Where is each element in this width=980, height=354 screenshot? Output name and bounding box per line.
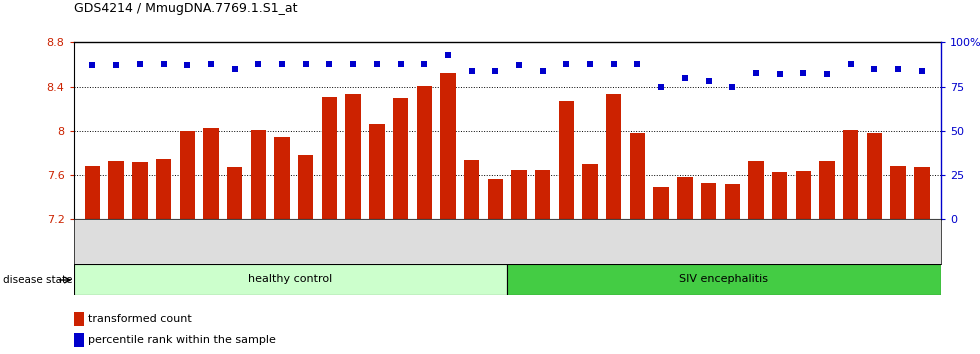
Bar: [179, 131, 195, 219]
Point: [843, 61, 858, 67]
Point: [629, 61, 645, 67]
Bar: [74, 333, 84, 347]
Text: healthy control: healthy control: [248, 274, 332, 284]
Bar: [416, 86, 432, 219]
Bar: [393, 98, 409, 219]
Point: [796, 70, 811, 75]
Point: [109, 63, 124, 68]
Bar: [227, 167, 242, 219]
Bar: [843, 130, 858, 219]
Bar: [724, 184, 740, 219]
Point: [321, 61, 337, 67]
Point: [606, 61, 621, 67]
Bar: [274, 137, 290, 219]
Point: [464, 68, 479, 74]
Bar: [630, 133, 645, 219]
Bar: [772, 172, 787, 219]
Bar: [701, 183, 716, 219]
Point: [701, 79, 716, 84]
Bar: [512, 170, 526, 219]
Bar: [251, 130, 266, 219]
Point: [226, 66, 242, 72]
Point: [369, 61, 385, 67]
Point: [866, 66, 882, 72]
Bar: [749, 161, 763, 219]
Bar: [132, 162, 148, 219]
Point: [535, 68, 551, 74]
Bar: [535, 170, 551, 219]
Point: [724, 84, 740, 90]
Point: [654, 84, 669, 90]
Point: [251, 61, 267, 67]
Point: [890, 66, 906, 72]
Bar: [109, 161, 123, 219]
Point: [772, 72, 788, 77]
Bar: [345, 95, 361, 219]
Text: disease state: disease state: [3, 275, 73, 285]
Point: [440, 52, 456, 58]
Bar: [508, 264, 941, 295]
Point: [274, 61, 290, 67]
Point: [819, 72, 835, 77]
Point: [416, 61, 432, 67]
Point: [132, 61, 148, 67]
Bar: [654, 187, 669, 219]
Point: [298, 61, 314, 67]
Point: [203, 61, 219, 67]
Text: percentile rank within the sample: percentile rank within the sample: [88, 335, 276, 345]
Point: [84, 63, 100, 68]
Bar: [74, 264, 508, 295]
Bar: [488, 178, 503, 219]
Point: [156, 61, 171, 67]
Bar: [606, 95, 621, 219]
Point: [393, 61, 409, 67]
Bar: [440, 74, 456, 219]
Text: GDS4214 / MmugDNA.7769.1.S1_at: GDS4214 / MmugDNA.7769.1.S1_at: [74, 2, 297, 15]
Text: SIV encephalitis: SIV encephalitis: [679, 274, 768, 284]
Bar: [796, 171, 811, 219]
Bar: [914, 167, 930, 219]
Bar: [819, 161, 835, 219]
Bar: [891, 166, 906, 219]
Point: [914, 68, 930, 74]
Point: [345, 61, 361, 67]
Bar: [84, 166, 100, 219]
Bar: [369, 124, 384, 219]
Bar: [74, 312, 84, 326]
Point: [487, 68, 503, 74]
Point: [179, 63, 195, 68]
Bar: [677, 177, 693, 219]
Bar: [559, 101, 574, 219]
Point: [512, 63, 527, 68]
Bar: [464, 160, 479, 219]
Point: [748, 70, 763, 75]
Point: [582, 61, 598, 67]
Bar: [203, 128, 219, 219]
Bar: [298, 155, 314, 219]
Point: [677, 75, 693, 81]
Bar: [321, 97, 337, 219]
Bar: [156, 159, 171, 219]
Bar: [866, 133, 882, 219]
Text: transformed count: transformed count: [88, 314, 192, 324]
Point: [559, 61, 574, 67]
Bar: [582, 164, 598, 219]
